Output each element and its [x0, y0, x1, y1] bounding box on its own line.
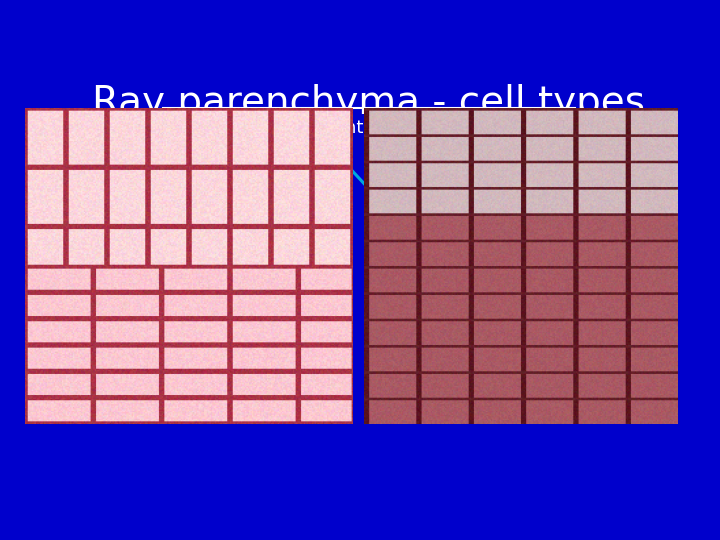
Text: (Wheeler): (Wheeler) [568, 397, 630, 410]
Text: Ray parenchyma - cell types: Ray parenchyma - cell types [92, 84, 646, 122]
Text: upright: upright [124, 120, 189, 138]
Text: procumbent: procumbent [255, 119, 364, 137]
Text: Homocellular: Homocellular [372, 394, 520, 414]
Text: Heterocellular: Heterocellular [98, 394, 255, 414]
